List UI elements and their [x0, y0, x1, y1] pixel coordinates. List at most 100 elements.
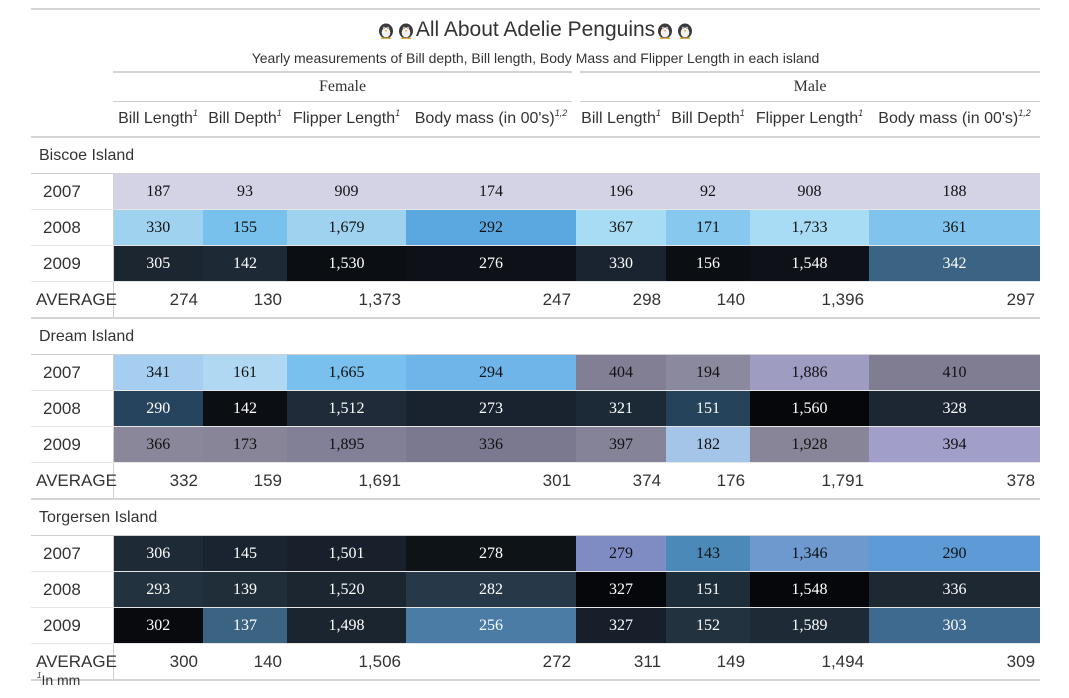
- table-title: All About Adelie Penguins: [31, 10, 1040, 50]
- data-cell: 1,886: [750, 354, 870, 391]
- data-cell: 139: [203, 571, 287, 608]
- data-cell: 410: [869, 354, 1041, 391]
- penguin-table: Female Male Bill Length1 Bill Depth1 Fli…: [31, 71, 1041, 681]
- row-year: 2009: [31, 245, 113, 282]
- table-row: 2007 341 161 1,665 294 404 194 1,886 410: [31, 354, 1041, 391]
- data-cell: 93: [203, 173, 287, 210]
- average-cell: 309: [869, 643, 1041, 681]
- data-cell: 305: [112, 245, 203, 282]
- data-cell: 1,679: [287, 209, 406, 246]
- table-row: 2008 330 155 1,679 292 367 171 1,733 361: [31, 209, 1041, 246]
- spanner-male: Male: [572, 71, 1041, 102]
- data-cell: 187: [112, 173, 203, 210]
- average-cell: 311: [576, 643, 667, 681]
- data-cell: 328: [869, 390, 1041, 427]
- data-cell: 196: [576, 173, 667, 210]
- data-cell: 156: [666, 245, 751, 282]
- table-row: 2007 306 145 1,501 278 279 143 1,346 290: [31, 535, 1041, 572]
- data-cell: 293: [112, 571, 203, 608]
- data-cell: 152: [666, 607, 751, 644]
- row-year: 2007: [31, 354, 113, 391]
- average-cell: 332: [113, 462, 203, 500]
- row-year: 2009: [31, 426, 113, 463]
- column-header: Flipper Length1: [750, 101, 870, 138]
- data-cell: 278: [406, 535, 577, 572]
- row-year: 2008: [31, 209, 113, 246]
- data-cell: 292: [406, 209, 577, 246]
- data-cell: 279: [576, 535, 667, 572]
- spanner-female: Female: [113, 71, 577, 102]
- data-cell: 1,520: [287, 571, 406, 608]
- average-cell: 159: [203, 462, 287, 500]
- data-cell: 1,895: [287, 426, 406, 463]
- data-cell: 174: [406, 173, 577, 210]
- data-cell: 336: [406, 426, 577, 463]
- average-label: AVERAGE: [31, 462, 117, 500]
- penguin-icon: [377, 21, 395, 39]
- stub-spanner: [31, 72, 113, 102]
- column-header: Bill Depth1: [666, 101, 751, 138]
- penguin-icon: [676, 21, 694, 39]
- table-row: 2008 293 139 1,520 282 327 151 1,548 336: [31, 571, 1041, 608]
- data-cell: 1,733: [750, 209, 870, 246]
- data-cell: 306: [112, 535, 203, 572]
- average-cell: 1,494: [750, 643, 870, 681]
- data-cell: 276: [406, 245, 577, 282]
- data-cell: 188: [869, 173, 1041, 210]
- data-cell: 1,501: [287, 535, 406, 572]
- data-cell: 327: [576, 571, 667, 608]
- data-cell: 1,512: [287, 390, 406, 427]
- top-rule: [31, 8, 1040, 10]
- average-cell: 1,791: [750, 462, 870, 500]
- data-cell: 361: [869, 209, 1041, 246]
- average-cell: 301: [406, 462, 577, 500]
- penguin-icon: [397, 21, 415, 39]
- data-cell: 1,346: [750, 535, 870, 572]
- average-row: AVERAGE 300 140 1,506 272 311 149 1,494 309: [31, 643, 1041, 681]
- average-cell: 1,396: [750, 281, 870, 319]
- data-cell: 404: [576, 354, 667, 391]
- data-cell: 273: [406, 390, 577, 427]
- average-cell: 272: [406, 643, 577, 681]
- data-cell: 151: [666, 571, 751, 608]
- data-cell: 92: [666, 173, 751, 210]
- average-label: AVERAGE: [31, 643, 117, 681]
- data-cell: 151: [666, 390, 751, 427]
- average-cell: 298: [576, 281, 667, 319]
- average-cell: 130: [203, 281, 287, 319]
- data-cell: 290: [869, 535, 1041, 572]
- table-subtitle: Yearly measurements of Bill depth, Bill …: [251, 50, 820, 66]
- group-label: Dream Island: [31, 318, 1041, 355]
- average-cell: 247: [406, 281, 577, 319]
- data-cell: 1,530: [287, 245, 406, 282]
- data-cell: 397: [576, 426, 667, 463]
- data-cell: 171: [666, 209, 751, 246]
- column-header: Body mass (in 00's)1,2: [406, 101, 577, 138]
- row-year: 2008: [31, 571, 113, 608]
- column-header: Bill Length1: [113, 101, 203, 138]
- average-row: AVERAGE 274 130 1,373 247 298 140 1,396 297: [31, 281, 1041, 319]
- row-year: 2007: [31, 535, 113, 572]
- data-cell: 367: [576, 209, 667, 246]
- data-cell: 182: [666, 426, 751, 463]
- average-label: AVERAGE: [31, 281, 117, 319]
- data-cell: 1,548: [750, 571, 870, 608]
- row-year: 2009: [31, 607, 113, 644]
- data-cell: 330: [112, 209, 203, 246]
- average-cell: 140: [203, 643, 287, 681]
- data-cell: 908: [750, 173, 870, 210]
- data-cell: 321: [576, 390, 667, 427]
- data-cell: 143: [666, 535, 751, 572]
- table-row: 2009 305 142 1,530 276 330 156 1,548 342: [31, 245, 1041, 282]
- average-cell: 300: [113, 643, 203, 681]
- data-cell: 142: [203, 390, 287, 427]
- penguin-icon: [656, 21, 674, 39]
- table-row: 2008 290 142 1,512 273 321 151 1,560 328: [31, 390, 1041, 427]
- data-cell: 909: [287, 173, 406, 210]
- data-cell: 341: [112, 354, 203, 391]
- data-cell: 145: [203, 535, 287, 572]
- group-row: Torgersen Island: [31, 499, 1041, 536]
- data-cell: 366: [112, 426, 203, 463]
- group-label: Biscoe Island: [31, 137, 1041, 174]
- data-cell: 142: [203, 245, 287, 282]
